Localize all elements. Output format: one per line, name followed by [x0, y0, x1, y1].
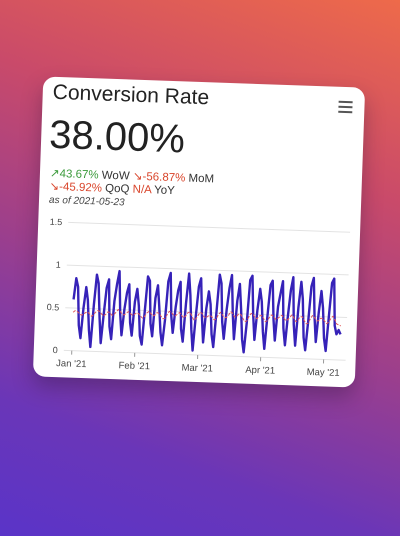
- grid-line: [68, 221, 351, 233]
- wow-change: ↗43.67%: [49, 167, 99, 182]
- y-tick-label: 0.5: [47, 302, 60, 312]
- qoq-label: QoQ: [104, 182, 130, 196]
- y-tick-label: 1: [56, 260, 61, 270]
- series-line-main: [72, 269, 342, 354]
- x-tick-label: Jan '21: [56, 358, 87, 370]
- y-tick-label: 0: [53, 345, 58, 355]
- card-title: Conversion Rate: [52, 80, 210, 110]
- hamburger-menu-icon[interactable]: [338, 100, 353, 114]
- yoy-label: YoY: [153, 184, 176, 198]
- x-tick-label: Mar '21: [181, 362, 213, 374]
- y-tick-label: 1.5: [50, 217, 63, 227]
- big-number-value: 38.00%: [48, 112, 186, 162]
- grid-line: [66, 264, 349, 276]
- comparison-stats: ↗43.67% WoW ↘-56.87% MoM ↘-45.92% QoQ N/…: [49, 168, 214, 213]
- series-line-smoothed: [72, 309, 342, 327]
- x-tick-label: Feb '21: [118, 360, 150, 372]
- qoq-change: ↘-45.92%: [49, 180, 103, 195]
- mom-label: MoM: [188, 172, 215, 186]
- trend-line-chart: 0 0.5 1 1.5 Jan '21 Feb '21 Mar '21 Apr '21 May …: [47, 217, 351, 379]
- mom-change: ↘-56.87%: [132, 170, 186, 185]
- x-tick-label: Apr '21: [245, 365, 275, 377]
- conversion-rate-card: Conversion Rate 38.00% ↗43.67% WoW ↘-56.…: [32, 76, 366, 388]
- wow-label: WoW: [101, 169, 130, 183]
- grid-line: [63, 349, 346, 361]
- yoy-change: N/A: [132, 183, 152, 197]
- x-tick-label: May '21: [306, 367, 339, 379]
